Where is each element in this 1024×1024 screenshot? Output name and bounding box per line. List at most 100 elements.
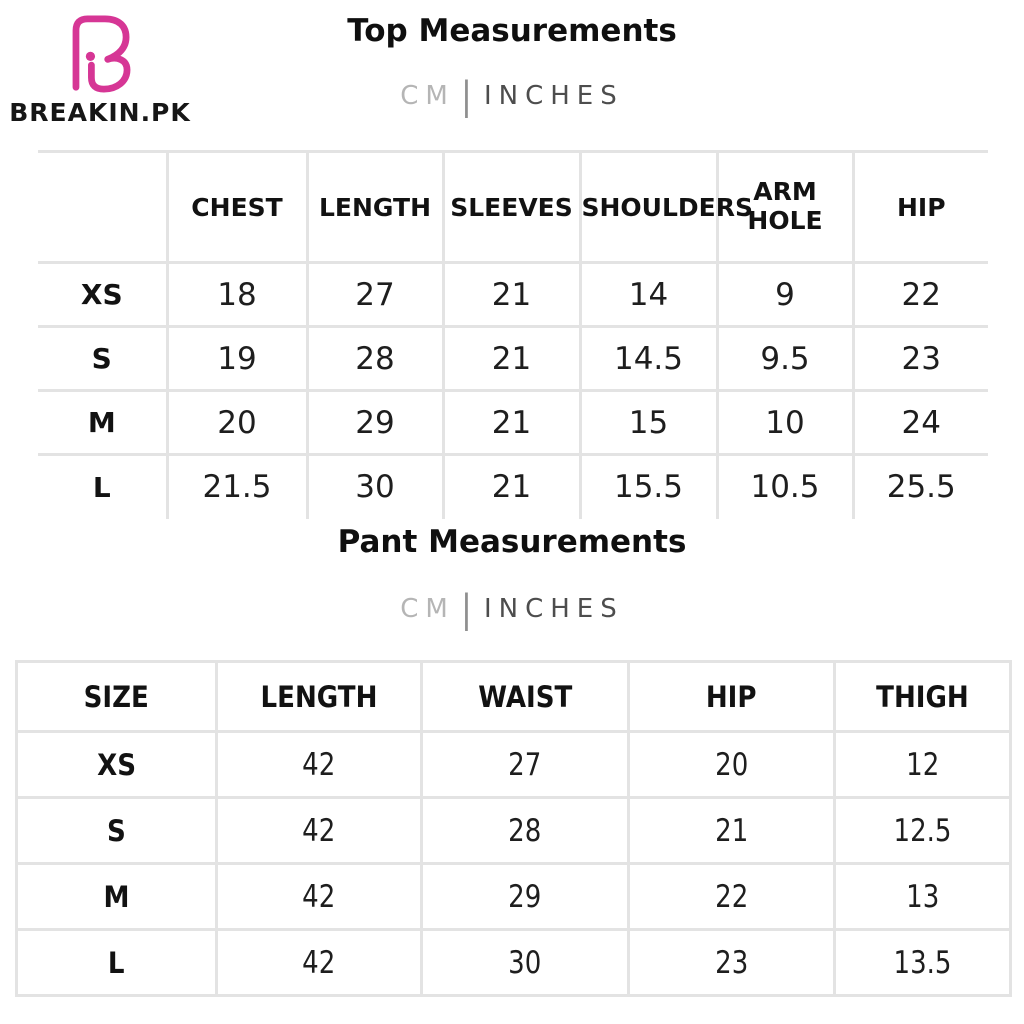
value-cell: 27 <box>420 730 630 799</box>
size-label: XS <box>15 730 218 799</box>
brand-name: BREAKIN.PK <box>9 98 191 127</box>
pant-measurements-table: SIZE LENGTH WAIST HIP THIGH XS 42 27 20 … <box>15 660 1012 997</box>
header-hip: HIP <box>627 660 836 733</box>
value-cell: 12.5 <box>833 796 1012 865</box>
table-row-l: L 42 30 23 13.5 <box>15 928 1012 997</box>
value-cell: 28 <box>420 796 630 865</box>
value-text: 13 <box>905 878 940 915</box>
value-text: 29 <box>508 878 542 915</box>
value-text: 42 <box>302 944 336 981</box>
value-cell: 13 <box>833 862 1012 931</box>
value-cell: 12 <box>833 730 1012 799</box>
value-cell: 10.5 <box>715 453 855 519</box>
value-cell: 24 <box>851 389 988 456</box>
size-label: M <box>15 862 218 931</box>
header-size-text: SIZE <box>83 679 150 714</box>
value-cell: 42 <box>215 928 423 997</box>
pant-table-header-row: SIZE LENGTH WAIST HIP THIGH <box>15 660 1012 733</box>
header-waist-text: WAIST <box>477 679 573 714</box>
size-text: L <box>108 945 125 980</box>
header-size: SIZE <box>15 660 218 733</box>
value-text: 42 <box>302 812 336 849</box>
value-cell: 13.5 <box>833 928 1012 997</box>
value-text: 20 <box>714 746 749 783</box>
corner-cell <box>38 150 169 264</box>
header-sleeves: SLEEVES <box>441 150 582 264</box>
value-cell: 10 <box>715 389 855 456</box>
value-cell: 22 <box>851 261 988 328</box>
pant-units-row: CM | INCHES <box>0 586 1024 631</box>
value-cell: 9.5 <box>715 325 855 392</box>
value-cell: 42 <box>215 730 423 799</box>
size-label: S <box>38 325 169 392</box>
value-text: 22 <box>714 878 749 915</box>
value-cell: 19 <box>165 325 309 392</box>
value-cell: 30 <box>305 453 445 519</box>
table-row-m: M 20 29 21 15 10 24 <box>38 389 988 456</box>
size-label: M <box>38 389 169 456</box>
value-cell: 21 <box>441 261 582 328</box>
value-cell: 18 <box>165 261 309 328</box>
value-cell: 21 <box>441 389 582 456</box>
value-cell: 28 <box>305 325 445 392</box>
header-chest: CHEST <box>165 150 309 264</box>
size-text: XS <box>97 747 136 782</box>
value-cell: 21.5 <box>165 453 309 519</box>
size-text: S <box>107 813 126 848</box>
breakin-b-icon <box>72 15 131 93</box>
value-text: 42 <box>302 878 336 915</box>
header-length-text: LENGTH <box>260 679 378 714</box>
value-cell: 14.5 <box>578 325 719 392</box>
size-label: L <box>38 453 169 519</box>
value-cell: 15 <box>578 389 719 456</box>
value-cell: 21 <box>441 325 582 392</box>
value-text: 27 <box>508 746 542 783</box>
units-divider: | <box>460 586 472 631</box>
value-cell: 23 <box>627 928 836 997</box>
header-length: LENGTH <box>215 660 423 733</box>
top-table-header-row: CHEST LENGTH SLEEVES SHOULDERS ARM HOLE … <box>38 150 988 264</box>
value-cell: 23 <box>851 325 988 392</box>
value-cell: 25.5 <box>851 453 988 519</box>
value-text: 28 <box>508 812 542 849</box>
i-dot <box>85 51 96 62</box>
table-row-m: M 42 29 22 13 <box>15 862 1012 931</box>
cm-label: CM <box>400 594 455 624</box>
size-text: M <box>103 879 130 914</box>
value-cell: 29 <box>305 389 445 456</box>
header-arm-hole: ARM HOLE <box>715 150 855 264</box>
value-cell: 20 <box>165 389 309 456</box>
size-label: S <box>15 796 218 865</box>
table-row-xs: XS 18 27 21 14 9 22 <box>38 261 988 328</box>
value-text: 23 <box>714 944 749 981</box>
header-arm-hole-text: ARM HOLE <box>747 177 823 235</box>
value-cell: 30 <box>420 928 630 997</box>
top-measurements-title: Top Measurements <box>347 13 677 49</box>
value-cell: 42 <box>215 862 423 931</box>
value-text: 12.5 <box>893 812 952 849</box>
value-cell: 27 <box>305 261 445 328</box>
value-text: 13.5 <box>893 944 952 981</box>
table-row-s: S 19 28 21 14.5 9.5 23 <box>38 325 988 392</box>
header-hip: HIP <box>851 150 988 264</box>
value-cell: 42 <box>215 796 423 865</box>
header-length: LENGTH <box>305 150 445 264</box>
header-thigh: THIGH <box>833 660 1012 733</box>
value-cell: 29 <box>420 862 630 931</box>
value-cell: 21 <box>441 453 582 519</box>
brand-logo: BREAKIN.PK <box>0 0 200 135</box>
value-cell: 22 <box>627 862 836 931</box>
units-divider: | <box>460 73 472 118</box>
table-row-l: L 21.5 30 21 15.5 10.5 25.5 <box>38 453 988 519</box>
value-text: 30 <box>508 944 542 981</box>
inches-label: INCHES <box>483 594 624 624</box>
value-cell: 21 <box>627 796 836 865</box>
value-text: 21 <box>714 812 749 849</box>
top-measurements-table: CHEST LENGTH SLEEVES SHOULDERS ARM HOLE … <box>38 150 988 519</box>
value-cell: 20 <box>627 730 836 799</box>
cm-label: CM <box>400 81 455 111</box>
size-label: L <box>15 928 218 997</box>
header-shoulders: SHOULDERS <box>578 150 753 264</box>
header-thigh-text: THIGH <box>876 679 969 714</box>
